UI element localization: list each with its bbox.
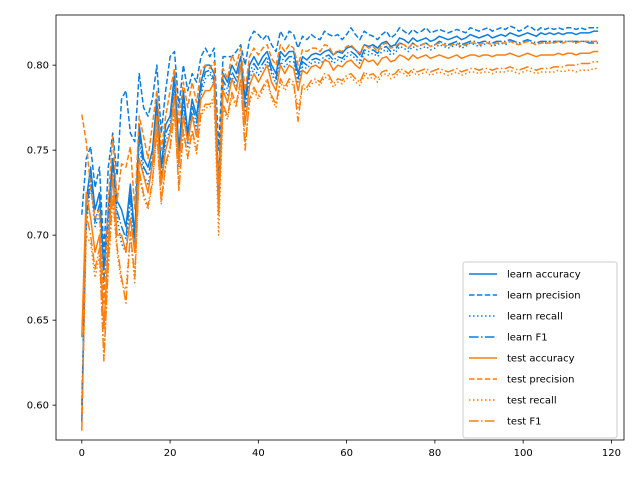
series-line-test-recall [81,67,599,423]
series-line-learn-f1 [81,38,599,406]
y-tick-label: 0.65 [27,316,49,327]
legend-box [462,261,618,439]
series-line-test-precision [81,40,599,304]
legend-label: learn accuracy [507,270,581,281]
series-line-test-accuracy [81,50,599,338]
y-tick-label: 0.60 [27,401,49,412]
y-axis: 0.60 0.65 0.70 0.75 0.80 [27,61,56,412]
legend-label: test precision [507,375,575,386]
legend-label: test accuracy [507,354,575,365]
y-tick-label: 0.70 [27,231,49,242]
x-tick-label: 80 [429,448,442,459]
x-tick-label: 20 [164,448,177,459]
x-tick-label: 40 [252,448,265,459]
legend: learn accuracy learn precision learn recal… [462,261,618,439]
legend-label: test recall [507,396,557,407]
series-line-learn-accuracy [81,30,599,423]
legend-label: test F1 [507,417,542,428]
legend-label: learn F1 [507,333,548,344]
legend-label: learn precision [507,291,581,302]
series-line-test-f1 [81,61,599,431]
x-axis: 0 20 40 60 80 100 120 [79,440,621,459]
plot-frame [55,14,625,441]
series-layer [81,25,599,431]
y-tick-label: 0.75 [27,146,49,157]
x-tick-label: 60 [340,448,353,459]
y-tick-label: 0.80 [27,61,49,72]
series-line-learn-precision [81,25,599,253]
legend-label: learn recall [507,312,563,323]
x-tick-label: 0 [79,448,85,459]
x-tick-label: 100 [514,448,533,459]
x-tick-label: 120 [602,448,621,459]
